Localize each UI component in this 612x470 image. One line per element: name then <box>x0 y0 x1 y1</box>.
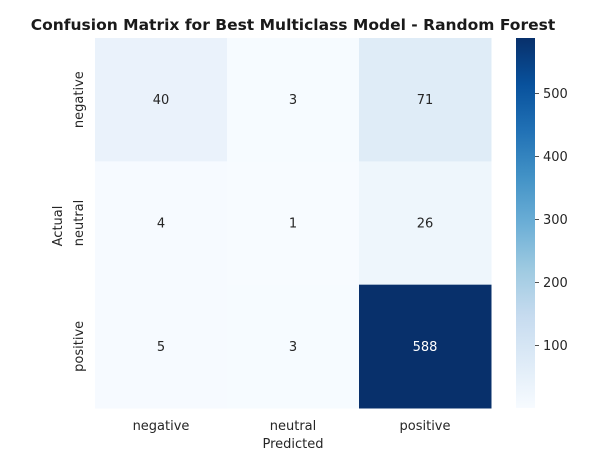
cell-value-positive-negative: 5 <box>157 340 165 355</box>
chart-title: Confusion Matrix for Best Multiclass Mod… <box>31 16 556 34</box>
cell-positive-positive <box>359 284 492 409</box>
x-tick-labels: negative neutral positive <box>133 419 451 434</box>
cell-neutral-positive <box>359 161 492 286</box>
colorbar-tick-label-200: 200 <box>543 276 568 291</box>
cell-neutral-negative <box>95 161 228 286</box>
heatmap-cells: 40 3 71 4 1 26 5 3 588 <box>95 38 492 409</box>
y-tick-labels: negative neutral positive <box>72 71 87 372</box>
cell-neutral-neutral <box>227 161 360 286</box>
cell-value-negative-neutral: 3 <box>289 93 297 108</box>
colorbar-tick-label-400: 400 <box>543 150 568 165</box>
colorbar-tick-label-500: 500 <box>543 87 568 102</box>
cell-positive-neutral <box>227 284 360 409</box>
x-tick-positive: positive <box>400 419 451 434</box>
x-tick-negative: negative <box>133 419 190 434</box>
cell-value-neutral-positive: 26 <box>417 217 434 232</box>
cell-value-neutral-neutral: 1 <box>289 217 297 232</box>
colorbar-tick-label-300: 300 <box>543 213 568 228</box>
x-axis-label: Predicted <box>262 437 323 452</box>
cell-value-neutral-negative: 4 <box>157 217 165 232</box>
cell-value-positive-neutral: 3 <box>289 340 297 355</box>
cell-value-negative-positive: 71 <box>417 93 434 108</box>
y-tick-positive: positive <box>72 321 87 372</box>
x-tick-neutral: neutral <box>270 419 317 434</box>
colorbar <box>516 38 535 408</box>
cell-positive-negative <box>95 284 228 409</box>
colorbar-ticks: 100 200 300 400 500 <box>535 87 568 354</box>
cell-negative-negative <box>95 38 228 162</box>
cell-value-positive-positive: 588 <box>413 340 438 355</box>
cell-negative-positive <box>359 38 492 162</box>
colorbar-tick-label-100: 100 <box>543 339 568 354</box>
y-tick-neutral: neutral <box>72 200 87 247</box>
y-tick-negative: negative <box>72 71 87 128</box>
y-axis-label: Actual <box>51 206 66 247</box>
cell-negative-neutral <box>227 38 360 162</box>
cell-value-negative-negative: 40 <box>153 93 170 108</box>
